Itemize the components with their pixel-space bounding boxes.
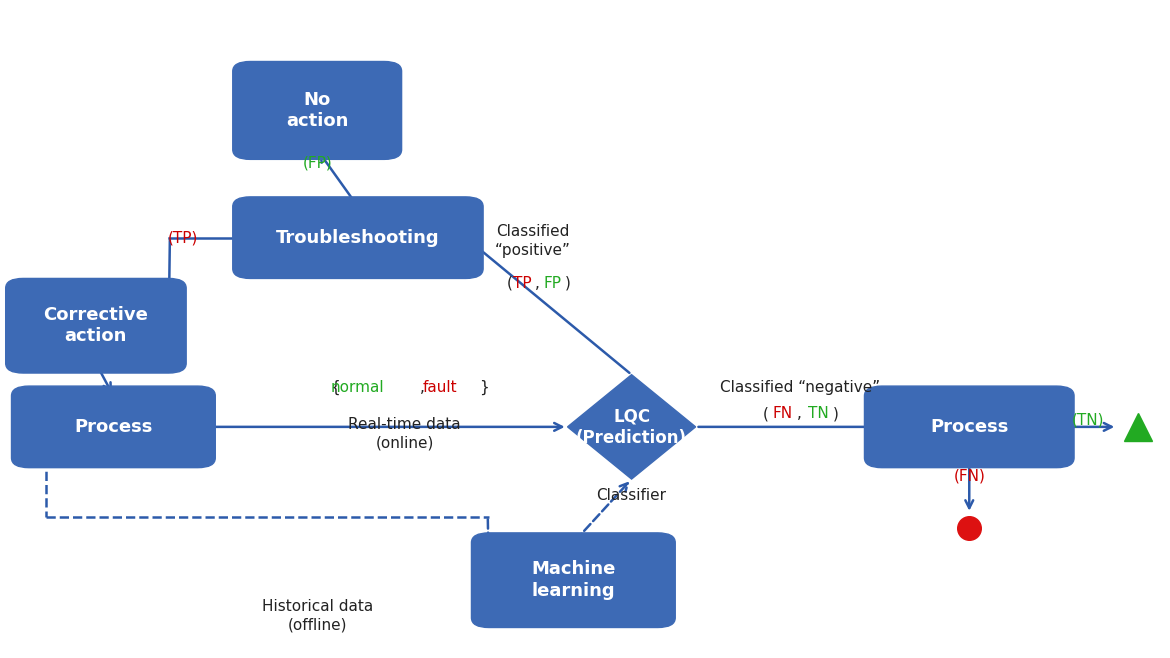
Text: (TN): (TN) [1072, 413, 1104, 428]
Text: No
action: No action [285, 91, 349, 130]
Text: Corrective
action: Corrective action [43, 306, 149, 345]
Polygon shape [567, 374, 696, 479]
Text: (FN): (FN) [954, 468, 985, 483]
Text: Classified
“positive”: Classified “positive” [495, 224, 571, 258]
Text: (: ( [763, 407, 769, 421]
Text: ): ) [832, 407, 838, 421]
Text: fault: fault [422, 380, 456, 395]
Text: FN: FN [773, 407, 793, 421]
Text: LQC
(Prediction): LQC (Prediction) [576, 407, 687, 447]
Text: (: ( [507, 276, 512, 291]
Text: ,: , [535, 276, 539, 291]
Text: Real-time data
(online): Real-time data (online) [349, 417, 461, 451]
FancyBboxPatch shape [233, 61, 401, 159]
Text: Process: Process [74, 418, 152, 436]
Text: Classifier: Classifier [597, 488, 667, 503]
Text: (FP): (FP) [302, 155, 332, 170]
Text: Machine
learning: Machine learning [531, 561, 615, 600]
Text: ): ) [565, 276, 571, 291]
Text: Troubleshooting: Troubleshooting [276, 229, 440, 247]
Text: TP: TP [512, 276, 531, 291]
FancyBboxPatch shape [12, 386, 215, 468]
Text: TN: TN [807, 407, 828, 421]
FancyBboxPatch shape [865, 386, 1074, 468]
Text: ,: , [797, 407, 801, 421]
FancyBboxPatch shape [233, 197, 483, 278]
Text: {: { [330, 380, 339, 395]
Text: Historical data
(offline): Historical data (offline) [262, 599, 373, 633]
FancyBboxPatch shape [472, 533, 675, 628]
FancyBboxPatch shape [6, 278, 186, 373]
Text: ,: , [420, 380, 425, 395]
Text: Classified “negative”: Classified “negative” [721, 380, 881, 395]
Text: Process: Process [930, 418, 1009, 436]
Text: FP: FP [543, 276, 562, 291]
Text: }: } [479, 380, 489, 395]
Text: normal: normal [331, 380, 385, 395]
Text: (TP): (TP) [168, 230, 199, 245]
